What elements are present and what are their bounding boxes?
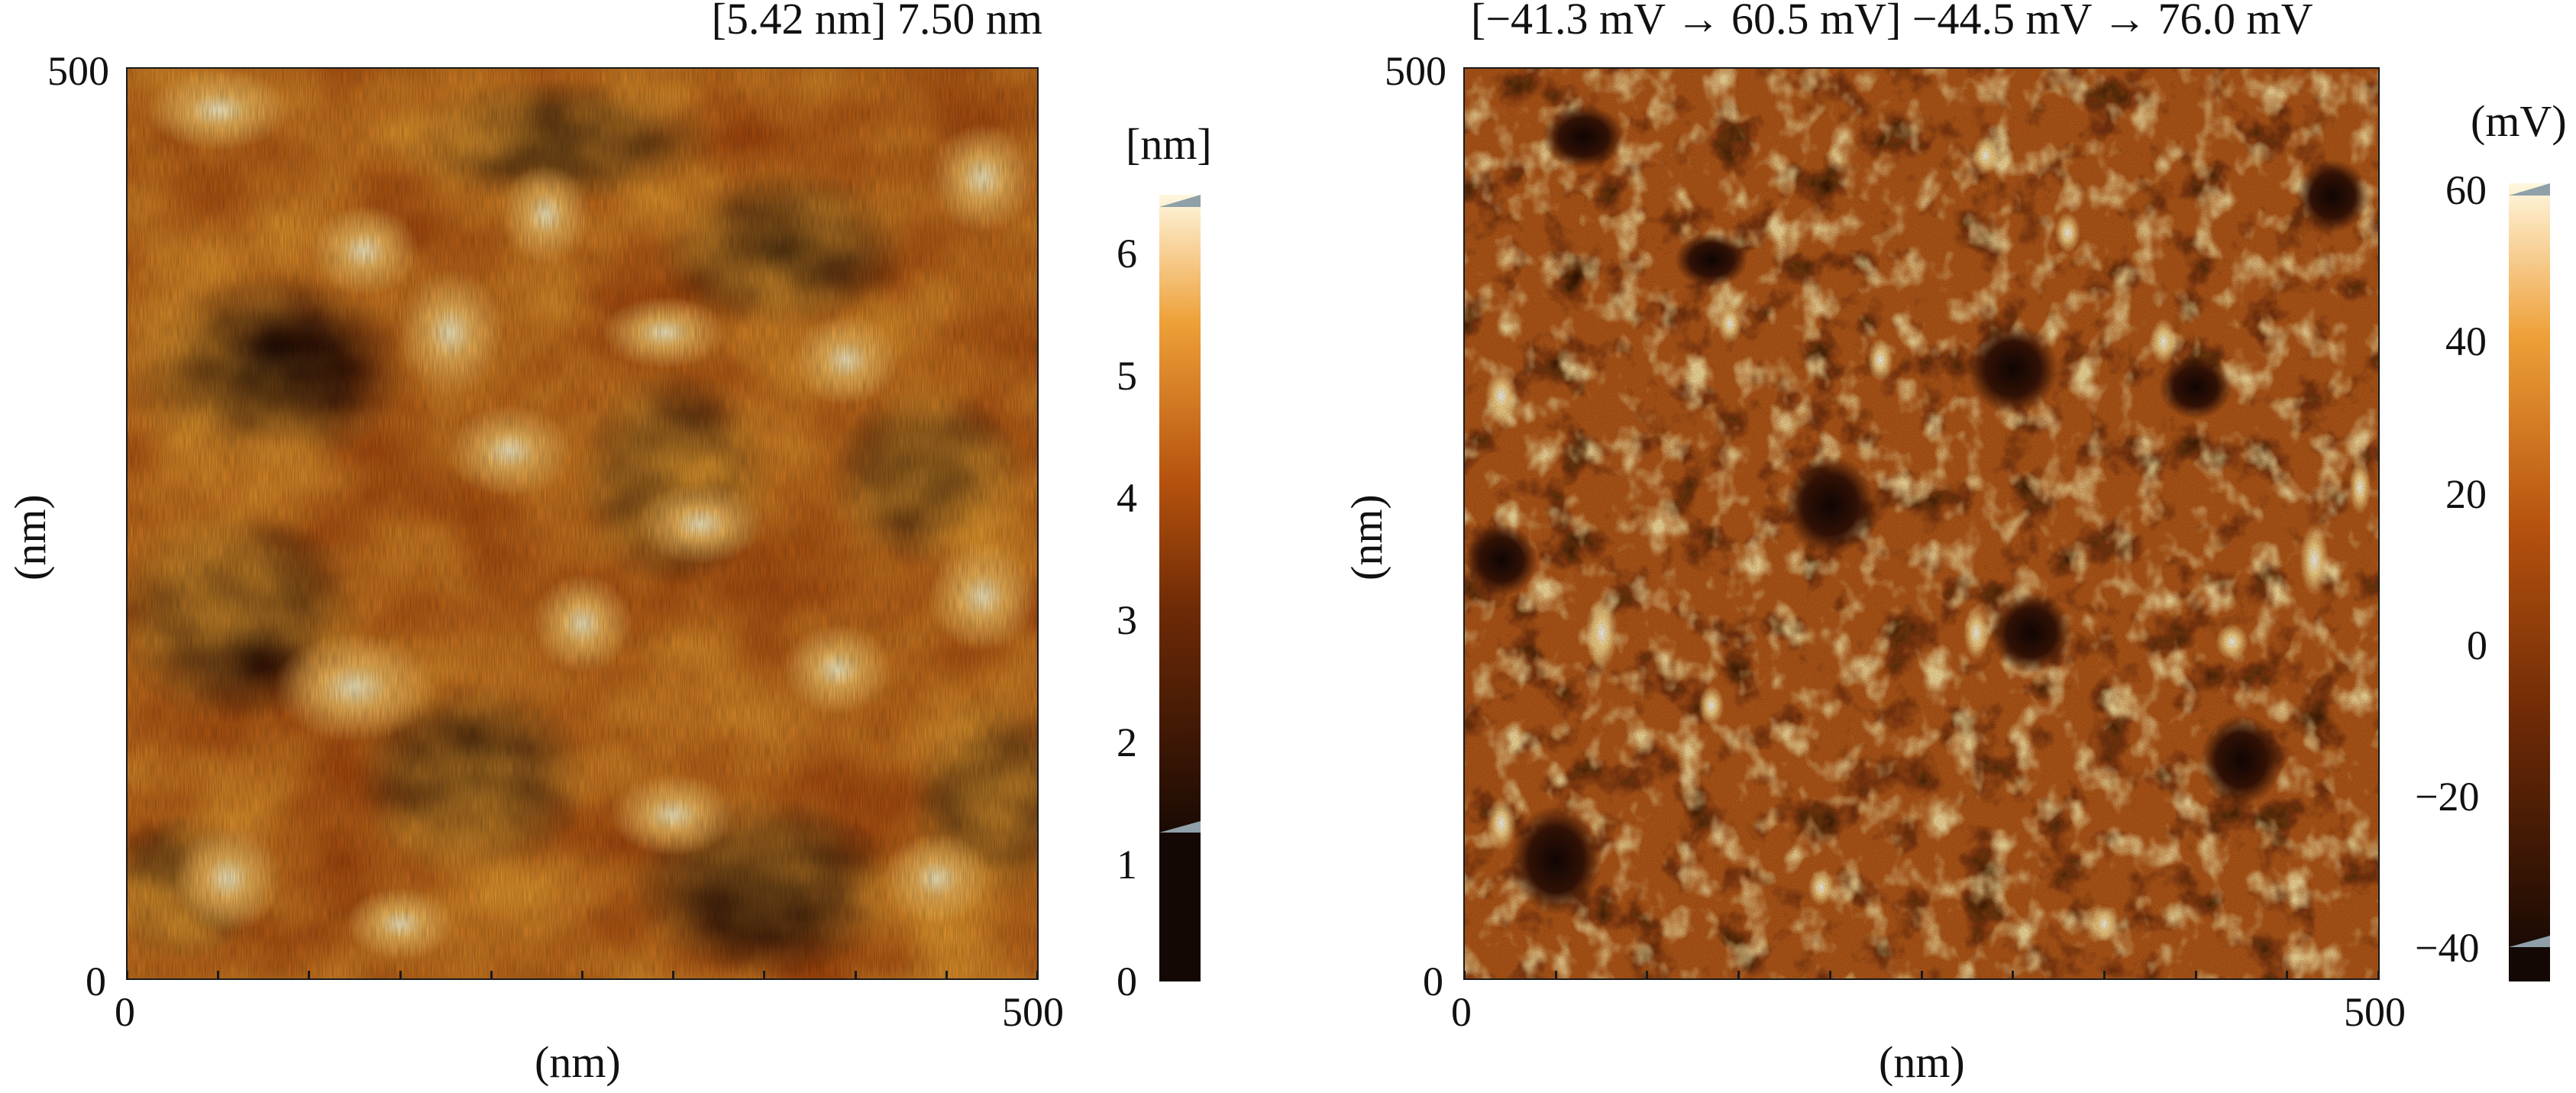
x-tick-end-right: 500: [2344, 989, 2406, 1035]
y-tick-top-right: 500: [1385, 48, 1446, 94]
x-axis-label-right: (nm): [1879, 1037, 1965, 1087]
x-minor-tick: [2102, 971, 2106, 980]
x-minor-tick: [763, 971, 766, 980]
cbar-tick-left-2: 2: [1117, 720, 1137, 765]
x-minor-tick: [126, 971, 128, 980]
colorbar-unit-right: (mV): [2471, 96, 2567, 146]
y-axis-label-right: (nm): [1342, 494, 1391, 580]
cbar-tick-left-6: 6: [1117, 231, 1137, 276]
x-minor-tick: [672, 971, 675, 980]
cbar-tick-right-m20: −20: [2415, 774, 2480, 820]
x-minor-tick: [2194, 971, 2197, 980]
x-minor-tick: [1463, 971, 1466, 980]
colorbar-left: [1159, 195, 1201, 981]
y-axis-label-left: (nm): [5, 494, 55, 580]
x-minor-tick: [854, 971, 857, 980]
potential-image: [1463, 67, 2380, 980]
topography-panel: [5.42 nm] 7.50 nm: [0, 0, 1260, 1093]
cbar-tick-left-5: 5: [1117, 353, 1137, 399]
x-axis-label-left: (nm): [535, 1037, 621, 1087]
topography-image: [126, 67, 1039, 980]
x-minor-tick: [2377, 971, 2380, 980]
x-minor-tick: [2012, 971, 2015, 980]
cbar-tick-left-3: 3: [1117, 597, 1137, 643]
y-tick-bottom-left: 0: [86, 959, 106, 1004]
cbar-tick-left-1: 1: [1117, 842, 1137, 888]
x-minor-tick: [1036, 971, 1039, 980]
cbar-tick-right-20: 20: [2445, 471, 2487, 517]
x-minor-tick: [490, 971, 493, 980]
x-minor-tick: [1920, 971, 1923, 980]
cbar-tick-right-m40: −40: [2415, 925, 2480, 971]
cbar-tick-left-0: 0: [1117, 959, 1137, 1004]
y-tick-top-left: 500: [47, 48, 109, 94]
x-tick-start-left: 0: [115, 989, 135, 1035]
x-minor-tick: [308, 971, 311, 980]
range-title-left: [5.42 nm] 7.50 nm: [711, 0, 1042, 44]
x-tick-start-right: 0: [1451, 989, 1472, 1035]
x-minor-tick: [399, 971, 402, 980]
cbar-tick-right-40: 40: [2445, 319, 2487, 364]
x-minor-tick: [1828, 971, 1831, 980]
x-minor-tick: [1737, 971, 1740, 980]
cbar-tick-left-4: 4: [1117, 475, 1137, 521]
x-minor-tick: [217, 971, 220, 980]
range-title-right: [−41.3 mV → 60.5 mV] −44.5 mV → 76.0 mV: [1471, 0, 2313, 44]
x-minor-tick: [2286, 971, 2289, 980]
potential-panel: [−41.3 mV → 60.5 mV] −44.5 mV → 76.0 mV: [1298, 0, 2576, 1093]
x-minor-tick: [581, 971, 583, 980]
colorbar-right: [2509, 183, 2550, 981]
x-minor-tick: [1554, 971, 1557, 980]
cbar-tick-right-0: 0: [2467, 622, 2487, 668]
x-minor-tick: [1646, 971, 1649, 980]
x-tick-end-left: 500: [1002, 989, 1064, 1035]
y-tick-bottom-right: 0: [1423, 959, 1443, 1004]
cbar-tick-right-60: 60: [2445, 167, 2487, 213]
x-minor-tick: [945, 971, 948, 980]
colorbar-unit-left: [nm]: [1126, 119, 1212, 169]
